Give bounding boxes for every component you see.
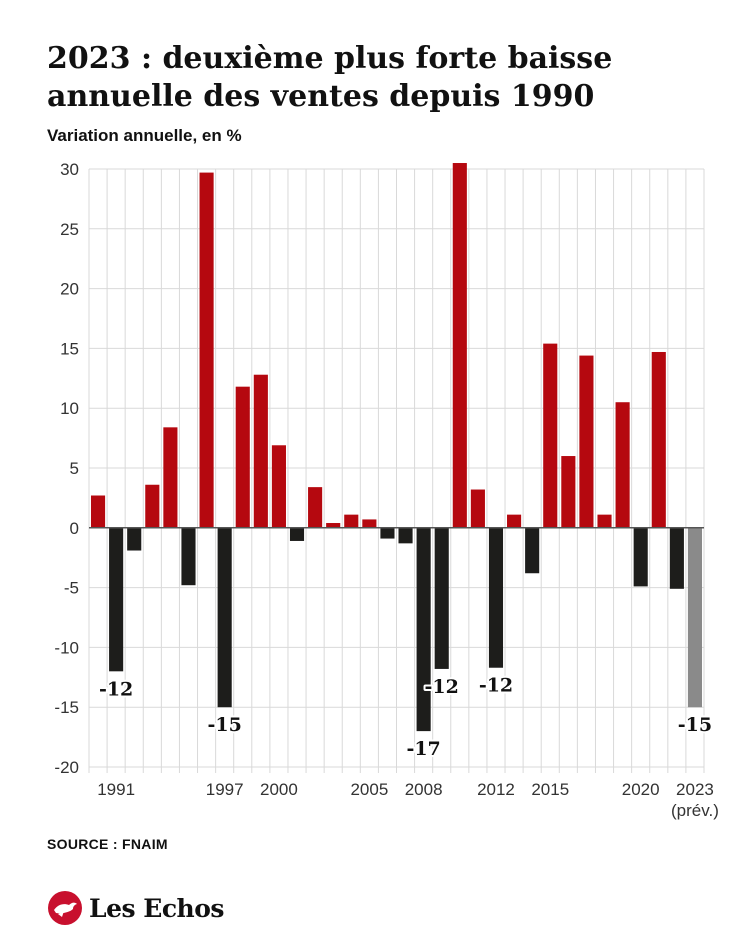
bars xyxy=(90,163,703,732)
y-tick-label: -5 xyxy=(64,579,79,598)
bar-2002 xyxy=(308,487,323,528)
x-tick-label: 2005 xyxy=(350,780,388,799)
data-label-2009: -12 xyxy=(425,676,459,698)
x-tick-label: 2015 xyxy=(531,780,569,799)
data-label-2023: -15 xyxy=(678,714,712,736)
bar-2005 xyxy=(362,519,377,528)
x-tick-label: 2020 xyxy=(622,780,660,799)
bar-2016 xyxy=(561,456,576,528)
bar-2008 xyxy=(416,527,431,732)
y-tick-label: 25 xyxy=(60,220,79,239)
x-tick-label: 2023 xyxy=(676,780,714,799)
bar-1998 xyxy=(235,386,250,528)
bar-2021 xyxy=(651,351,666,528)
data-labels: -12 -15 -17 -12 -12 -15 xyxy=(97,673,714,762)
x-tick-label: 2000 xyxy=(260,780,298,799)
y-tick-label: 10 xyxy=(60,399,79,418)
y-tick-label: -20 xyxy=(54,758,79,777)
bar-2009 xyxy=(434,527,449,669)
bar-2019 xyxy=(615,402,630,528)
x-tick-label: 2012 xyxy=(477,780,515,799)
bar-2022 xyxy=(669,527,684,589)
chart-subtitle: Variation annuelle, en % xyxy=(47,126,242,145)
y-tick-label: 0 xyxy=(70,519,79,538)
y-tick-label: 20 xyxy=(60,280,79,299)
chart-title: 2023 : deuxième plus forte baisse annuel… xyxy=(47,41,613,114)
x-tick-label: 2008 xyxy=(405,780,443,799)
data-label-1997: -15 xyxy=(207,714,241,736)
y-tick-label: -10 xyxy=(54,638,79,657)
data-label-1991: -12 xyxy=(99,678,133,700)
bar-1994 xyxy=(163,427,178,528)
bar-2012 xyxy=(488,527,504,668)
y-axis-ticks: 30 25 20 15 10 5 0 -5 -10 -15 -20 xyxy=(54,160,79,777)
bar-2017 xyxy=(579,355,594,528)
bar-1996 xyxy=(199,172,214,528)
bar-1993 xyxy=(145,484,160,528)
bar-2010 xyxy=(452,163,467,528)
les-echos-logo: Les Echos xyxy=(47,888,224,928)
bar-1991 xyxy=(109,527,124,672)
bar-2000 xyxy=(271,445,286,528)
bar-2001 xyxy=(289,527,305,541)
x-tick-sublabel: (prév.) xyxy=(671,801,719,820)
data-label-2008: -17 xyxy=(406,738,440,760)
les-echos-emblem-icon xyxy=(48,891,82,925)
y-tick-label: 5 xyxy=(70,459,79,478)
bar-2004 xyxy=(344,514,359,528)
bar-1990 xyxy=(90,495,106,528)
bar-1995 xyxy=(181,527,196,586)
bar-2023 xyxy=(687,527,703,708)
bar-1992 xyxy=(127,527,142,551)
x-axis-ticks: 1991 1997 2000 2005 2008 2012 2015 2020 2023 (pré… xyxy=(97,780,719,820)
grid-lines xyxy=(88,168,705,773)
bar-1999 xyxy=(253,374,268,528)
logo-text: Les Echos xyxy=(89,893,224,923)
bar-2018 xyxy=(597,514,612,528)
bar-2015 xyxy=(543,343,558,528)
y-tick-label: 30 xyxy=(60,160,79,179)
source-note: SOURCE : FNAIM xyxy=(47,836,168,852)
y-tick-label: -15 xyxy=(54,698,79,717)
bar-2007 xyxy=(398,527,413,544)
bar-2020 xyxy=(633,527,648,587)
bar-1997 xyxy=(217,527,232,708)
y-tick-label: 15 xyxy=(60,339,79,358)
x-tick-label: 1997 xyxy=(206,780,244,799)
bar-2013 xyxy=(507,514,522,528)
bar-2011 xyxy=(470,489,485,528)
bar-2003 xyxy=(326,523,341,528)
x-tick-label: 1991 xyxy=(97,780,135,799)
bar-2006 xyxy=(380,527,395,539)
data-label-2012: -12 xyxy=(479,675,513,697)
bar-2014 xyxy=(525,527,540,574)
